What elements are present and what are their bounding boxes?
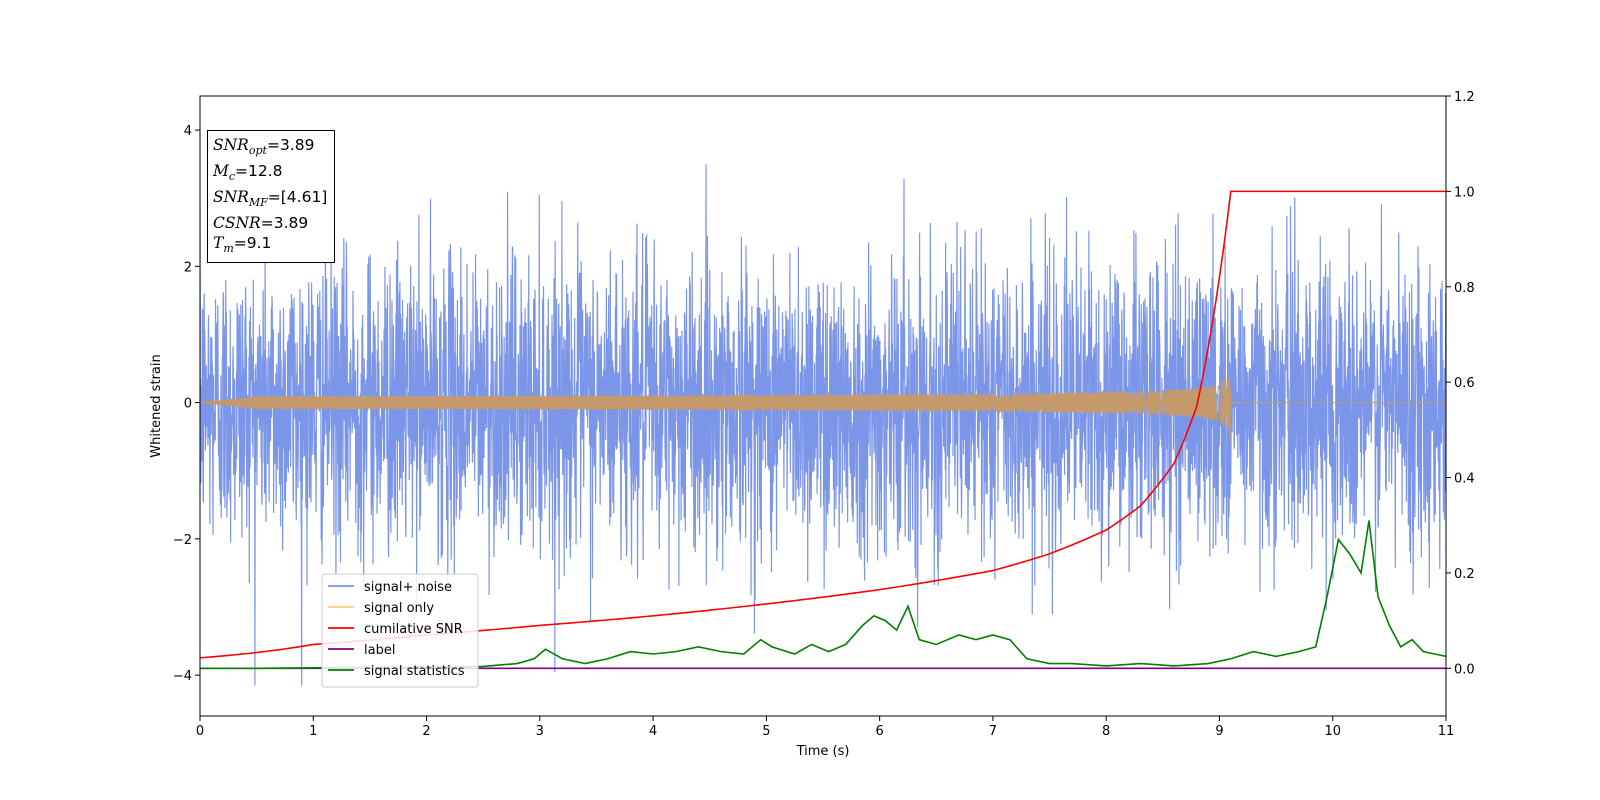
x-tick-label: 10 <box>1324 724 1341 739</box>
csnr-line: CSNR=3.89 <box>213 214 309 233</box>
legend-label: signal+ noise <box>364 580 452 595</box>
y-left-tick-label: 2 <box>184 260 192 275</box>
x-tick-label: 3 <box>536 724 544 739</box>
y-right-tick-label: 0.4 <box>1454 472 1475 487</box>
legend-box <box>321 573 479 688</box>
plot-frame <box>199 95 1447 717</box>
x-tick-label: 1 <box>309 724 317 739</box>
y-axis-right: 0.0 0.2 0.4 0.6 0.8 1.0 1.2 <box>1446 90 1475 677</box>
series-signal-statistics <box>200 520 1446 670</box>
legend: signal+ noise signal only cumilative SNR la… <box>321 573 479 688</box>
y-left-tick-label: 4 <box>184 124 192 139</box>
x-axis: 0 1 2 3 4 5 6 7 8 9 10 11 <box>196 716 1454 739</box>
y-right-tick-label: 1.0 <box>1454 185 1475 200</box>
csnr-value: =3.89 <box>260 214 309 233</box>
y-axis-left: −4 −2 0 2 4 <box>173 124 200 684</box>
mc-line: Mc=12.8 <box>213 162 283 184</box>
legend-label: signal statistics <box>364 664 465 679</box>
snr-opt-value: =3.89 <box>266 136 315 154</box>
x-tick-label: 4 <box>649 724 657 739</box>
legend-label: signal only <box>364 601 434 616</box>
snr-mf-value: =[4.61] <box>267 188 328 207</box>
x-axis-label: Time (s) <box>796 744 850 759</box>
mc-value: =12.8 <box>235 162 283 181</box>
x-tick-label: 0 <box>196 724 204 739</box>
y-left-tick-label: −2 <box>173 533 192 548</box>
legend-label: cumilative SNR <box>364 622 463 637</box>
y-right-tick-label: 0.8 <box>1454 281 1475 296</box>
tm-line: Tm=9.1 <box>213 234 272 256</box>
x-tick-label: 9 <box>1215 724 1223 739</box>
legend-label: label <box>364 643 395 658</box>
series-signal-only <box>200 377 1446 443</box>
y-right-tick-label: 1.2 <box>1454 90 1475 105</box>
x-tick-label: 2 <box>422 724 430 739</box>
x-tick-label: 7 <box>989 724 997 739</box>
y-right-tick-label: 0.2 <box>1454 567 1475 582</box>
x-tick-label: 6 <box>875 724 883 739</box>
x-tick-label: 5 <box>762 724 770 739</box>
y-right-tick-label: 0.6 <box>1454 376 1475 391</box>
tm-value: =9.1 <box>233 234 272 253</box>
y-left-tick-label: −4 <box>173 669 192 684</box>
snr-opt-line: SNRopt=3.89 <box>213 136 315 158</box>
y-right-tick-label: 0.0 <box>1454 662 1475 677</box>
y-axis-label: Whitened strain <box>149 354 164 457</box>
y-left-tick-label: 0 <box>184 397 192 412</box>
annotation-box: SNRopt=3.89 Mc=12.8 SNRMF=[4.61] CSNR=3.… <box>207 130 335 264</box>
x-tick-label: 8 <box>1102 724 1110 739</box>
snr-mf-line: SNRMF=[4.61] <box>213 188 328 210</box>
x-tick-label: 11 <box>1438 724 1455 739</box>
series-cumulative-snr <box>200 190 1446 659</box>
